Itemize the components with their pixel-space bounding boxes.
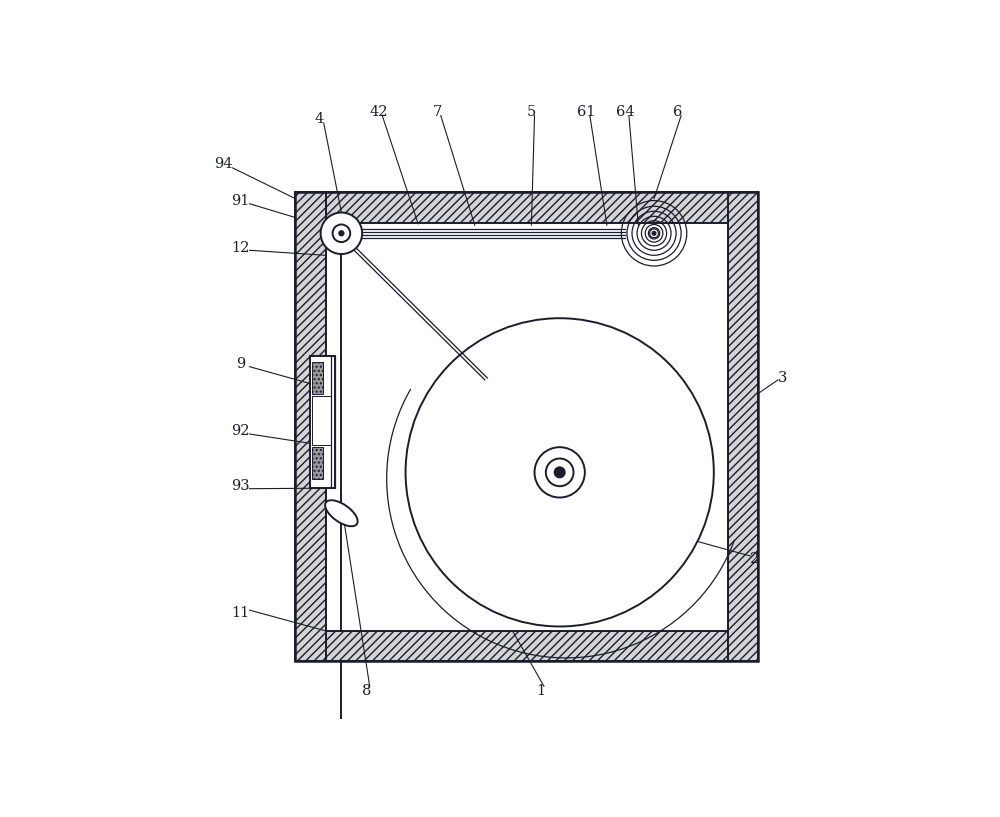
Bar bbox=[310, 356, 335, 488]
Text: 94: 94 bbox=[214, 157, 232, 171]
Text: 3: 3 bbox=[778, 371, 788, 385]
Text: 11: 11 bbox=[232, 605, 250, 619]
Circle shape bbox=[546, 458, 574, 486]
Bar bbox=[312, 396, 331, 444]
Text: 5: 5 bbox=[527, 105, 536, 119]
Text: 6: 6 bbox=[673, 105, 682, 119]
Text: 93: 93 bbox=[231, 480, 250, 493]
Bar bbox=[728, 193, 758, 661]
Circle shape bbox=[321, 212, 362, 254]
Text: 9: 9 bbox=[236, 357, 245, 371]
Text: 61: 61 bbox=[577, 105, 596, 119]
Bar bbox=[312, 447, 323, 479]
Circle shape bbox=[652, 231, 656, 235]
Bar bbox=[326, 222, 728, 631]
Text: 7: 7 bbox=[432, 105, 442, 119]
Bar bbox=[312, 362, 323, 394]
Circle shape bbox=[339, 230, 344, 236]
Circle shape bbox=[535, 447, 585, 498]
Text: 92: 92 bbox=[231, 425, 250, 439]
Bar bbox=[295, 193, 758, 222]
Circle shape bbox=[406, 319, 714, 627]
Text: 91: 91 bbox=[232, 194, 250, 208]
Text: 1: 1 bbox=[536, 684, 545, 698]
Circle shape bbox=[555, 467, 565, 477]
Text: 2: 2 bbox=[750, 551, 759, 565]
Circle shape bbox=[650, 229, 658, 238]
Text: 4: 4 bbox=[315, 112, 324, 126]
Text: 64: 64 bbox=[616, 105, 635, 119]
Circle shape bbox=[333, 225, 350, 242]
Ellipse shape bbox=[325, 500, 358, 526]
Text: 42: 42 bbox=[369, 105, 388, 119]
Text: 8: 8 bbox=[362, 684, 371, 698]
Bar bbox=[295, 631, 758, 661]
Text: 12: 12 bbox=[232, 241, 250, 255]
Bar bbox=[295, 193, 326, 661]
Bar bbox=[295, 193, 758, 661]
